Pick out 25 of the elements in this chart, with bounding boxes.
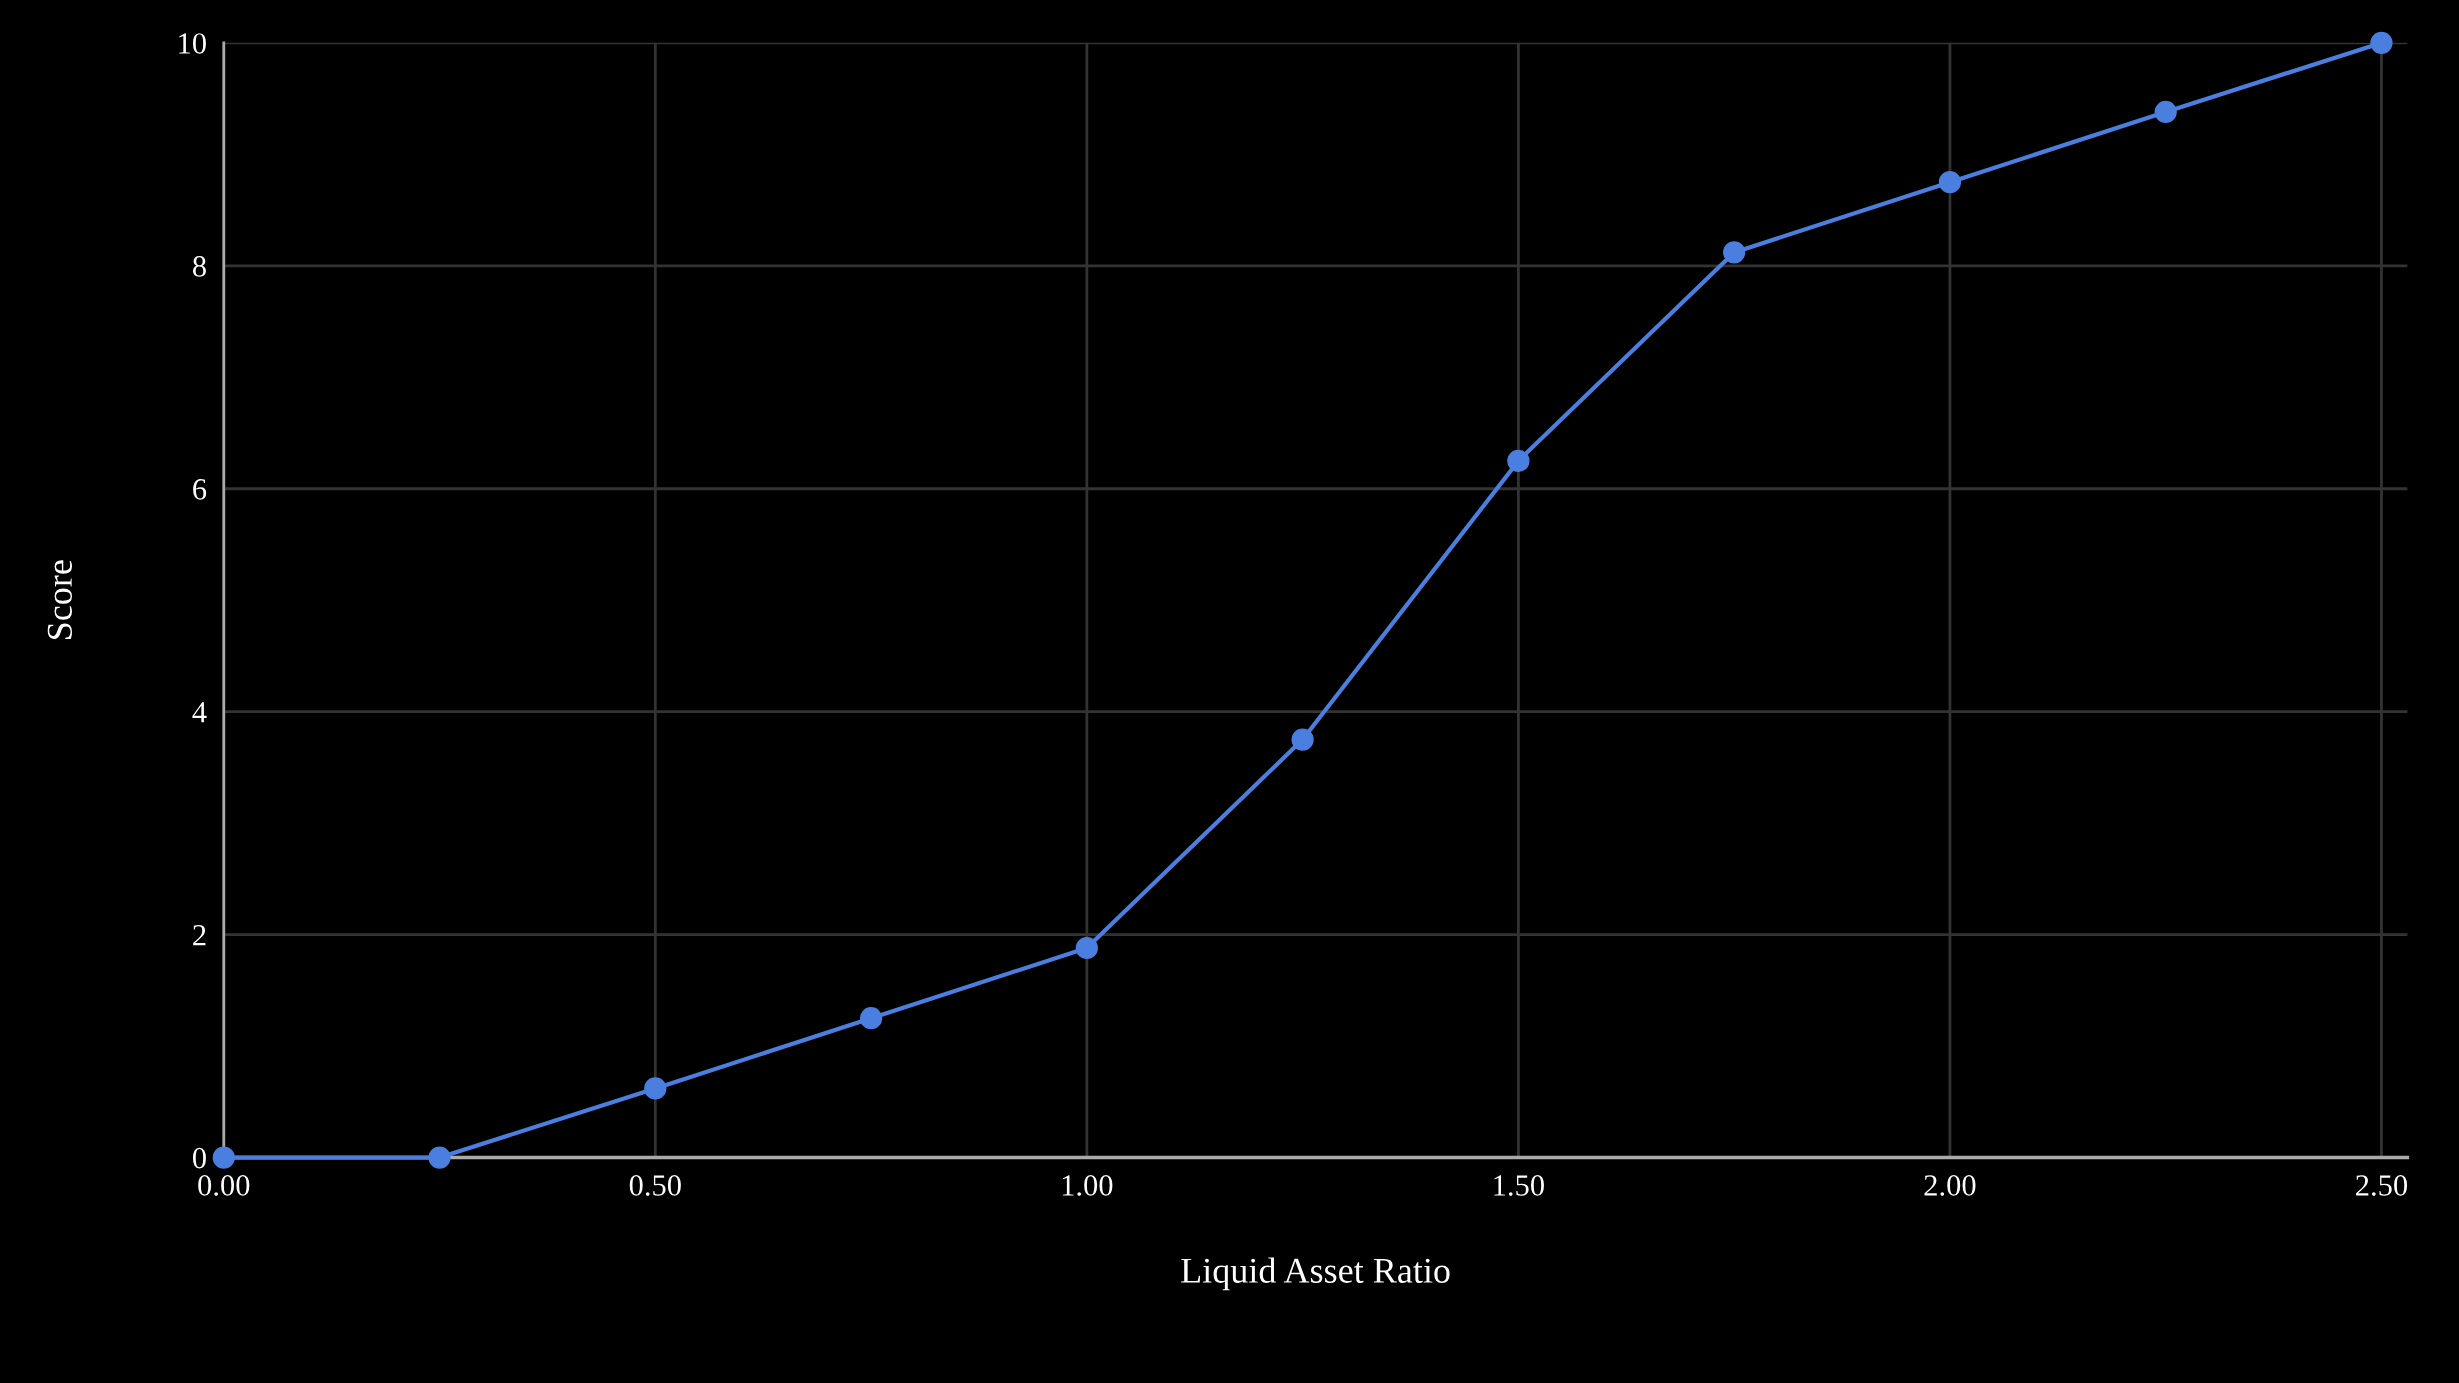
point bbox=[212, 1146, 235, 1169]
point bbox=[428, 1146, 451, 1169]
point bbox=[859, 1007, 883, 1030]
point bbox=[644, 1077, 667, 1100]
point bbox=[2370, 31, 2393, 54]
point bbox=[1075, 936, 1098, 960]
x-tick-label: 0.50 bbox=[629, 1175, 681, 1196]
x-tick-label: 1.50 bbox=[1494, 1175, 1544, 1196]
point bbox=[1723, 241, 1746, 264]
x-tick-label: 2.50 bbox=[2356, 1175, 2408, 1196]
point bbox=[2154, 100, 2177, 124]
y-tick-label: 0 bbox=[192, 1147, 206, 1169]
y-tick-label: 4 bbox=[192, 702, 207, 723]
x-tick-label: 1.00 bbox=[1062, 1175, 1113, 1196]
point bbox=[1291, 728, 1314, 751]
y-tick-label: 10 bbox=[179, 33, 206, 54]
point bbox=[1507, 449, 1530, 472]
x-tick-label: 2.00 bbox=[1924, 1175, 1976, 1196]
x-axis-title: Liquid Asset Ratio bbox=[1181, 1257, 1450, 1291]
y-axis-title: Score bbox=[47, 560, 72, 639]
y-tick-label: 6 bbox=[193, 479, 207, 500]
y-tick-label: 2 bbox=[193, 925, 206, 946]
point bbox=[1938, 171, 1962, 194]
y-tick-label: 8 bbox=[192, 256, 206, 277]
x-tick-label: 0.00 bbox=[198, 1175, 250, 1196]
